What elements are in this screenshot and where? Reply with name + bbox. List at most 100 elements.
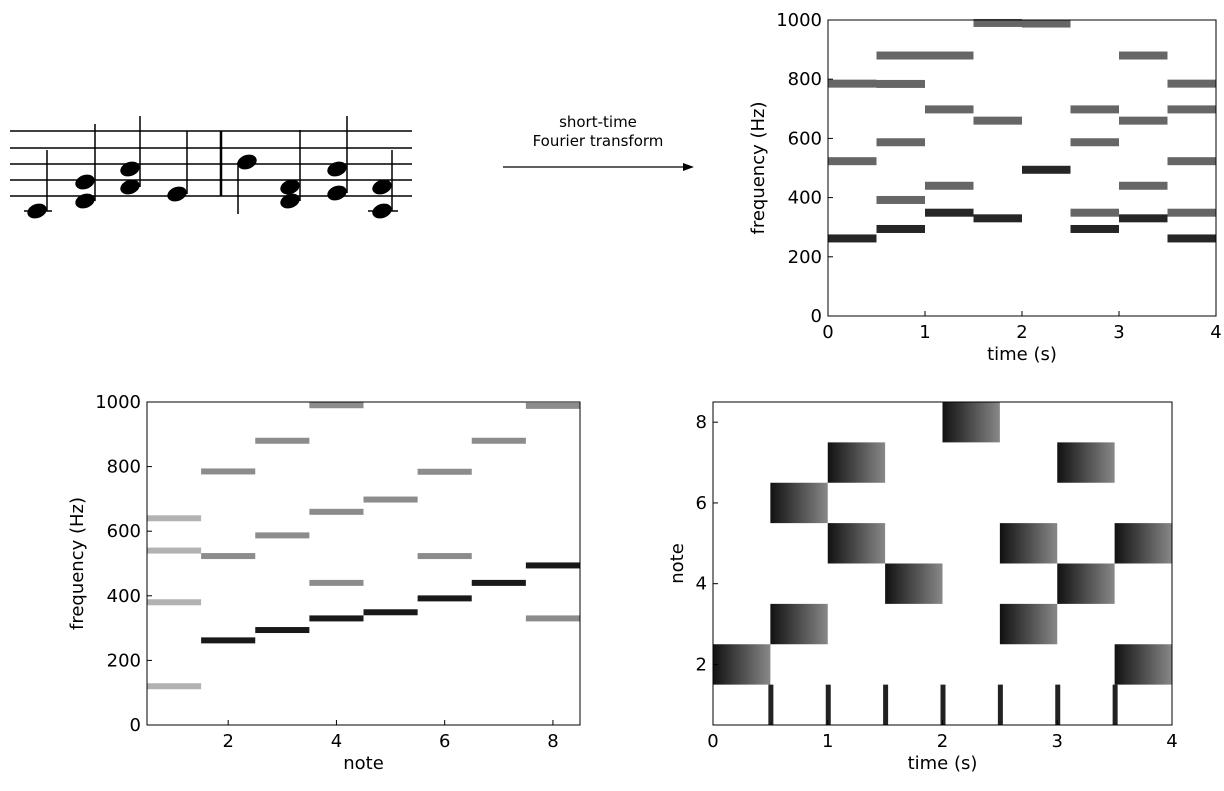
plot-frame [146,401,581,726]
x-tick-label: 4 [1166,731,1177,752]
partial-band [828,79,877,88]
activation-block [999,603,1058,645]
staff [10,116,412,214]
partial-band [1070,208,1119,217]
arrow [503,163,694,171]
partial-band [1119,181,1168,190]
y-tick-label: 2 [696,654,707,675]
partial-band [309,508,364,515]
x-axis-label: time (s) [987,344,1057,365]
onset [997,684,1003,725]
partial-band [973,214,1022,223]
partial-band [925,51,974,60]
y-tick-label: 600 [788,128,822,149]
x-tick-label: 4 [331,731,342,752]
partial-band [1167,157,1216,166]
x-tick-label: 8 [547,731,558,752]
activation-block [1057,442,1115,483]
partial-band [876,79,925,88]
activation-block [770,482,828,524]
partial-band [147,599,202,606]
partial-band [201,468,256,475]
partial-band [201,553,256,560]
partial-band [876,51,925,60]
activation-block [1114,523,1172,564]
partial-band [1167,105,1216,114]
x-tick-label: 0 [822,322,833,343]
partial-band [973,18,1022,27]
partial-band [828,157,877,166]
y-tick-label: 200 [107,650,141,671]
partial-band [1167,79,1216,88]
partial-band [309,615,364,622]
activation-block [713,644,771,685]
x-tick-label: 2 [222,731,233,752]
activation-block [999,523,1058,564]
y-axis-label: frequency (Hz) [67,497,88,630]
x-tick-label: 1 [919,322,930,343]
partial-band [417,595,472,602]
partial-band [925,208,974,217]
partial-band [925,181,974,190]
partial-band [1167,208,1216,217]
partial-band [201,637,256,644]
activation-block [1114,644,1172,685]
activation-block [770,603,828,645]
activation-block [827,442,886,483]
partial-band [471,437,526,444]
partial-band [1070,138,1119,147]
partial-band [417,553,472,560]
y-tick-label: 1000 [776,10,822,31]
onset [1055,684,1061,725]
partial-band [525,402,580,409]
partial-band [255,532,310,539]
partial-band [255,627,310,634]
partial-band [1070,105,1119,114]
partial-band [309,402,364,409]
activation-block [1057,563,1115,604]
x-tick-label: 3 [1113,322,1124,343]
onset [1112,684,1118,725]
y-tick-label: 400 [107,586,141,607]
x-axis-label: time (s) [908,753,978,774]
y-tick-label: 0 [811,306,822,327]
onset [768,684,774,725]
partial-band [1022,19,1071,28]
partial-band [1119,116,1168,125]
partial-band [1070,224,1119,233]
y-tick-label: 600 [107,521,141,542]
x-tick-label: 2 [937,731,948,752]
partial-band [525,615,580,622]
x-tick-label: 4 [1210,322,1221,343]
partial-band [973,116,1022,125]
partial-band [925,105,974,114]
x-tick-label: 6 [439,731,450,752]
y-tick-label: 800 [107,457,141,478]
x-tick-label: 2 [1016,322,1027,343]
y-tick-label: 6 [696,493,707,514]
y-axis-label: frequency (Hz) [748,101,769,234]
y-tick-label: 800 [788,69,822,90]
x-axis-label: note [343,753,384,774]
onset [940,684,946,725]
partial-band [309,579,364,586]
partial-band [876,224,925,233]
y-tick-label: 200 [788,247,822,268]
onset [825,684,831,725]
partial-band [1022,165,1071,174]
activation-block [942,402,1000,443]
y-tick-label: 4 [696,574,707,595]
partial-band [363,496,418,503]
partial-band [876,138,925,147]
note-heads [27,154,392,219]
partial-band [255,437,310,444]
partial-band [1167,234,1216,243]
partial-band [1119,51,1168,60]
x-tick-label: 0 [707,731,718,752]
partial-band [363,609,418,616]
y-tick-label: 400 [788,188,822,209]
partial-band [525,562,580,569]
partial-band [147,683,202,690]
